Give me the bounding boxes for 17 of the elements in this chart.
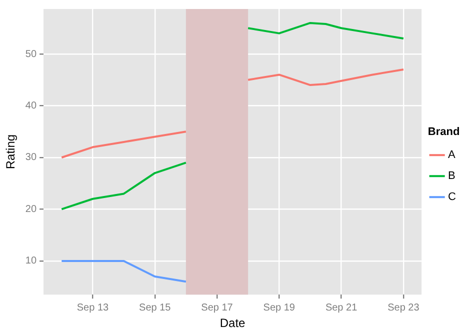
legend-title: Brand [428, 126, 460, 138]
x-tick-label: Sep 21 [325, 302, 358, 314]
y-tick-label: 30 [25, 152, 37, 164]
legend-label: A [448, 149, 456, 162]
x-tick-label: Sep 13 [76, 302, 109, 314]
y-tick-label: 40 [25, 100, 37, 112]
y-tick-label: 10 [25, 256, 37, 267]
x-axis-title: Date [220, 316, 246, 330]
legend-label: C [448, 191, 456, 204]
x-tick-label: Sep 19 [263, 302, 296, 314]
y-axis-title: Rating [4, 134, 18, 170]
y-tick-label: 20 [25, 204, 37, 215]
legend-label: B [448, 170, 456, 182]
x-tick-label: Sep 15 [139, 302, 172, 314]
y-tick-label: 50 [25, 48, 37, 60]
x-tick-label: Sep 23 [388, 302, 420, 314]
x-tick-label: Sep 17 [201, 302, 234, 314]
